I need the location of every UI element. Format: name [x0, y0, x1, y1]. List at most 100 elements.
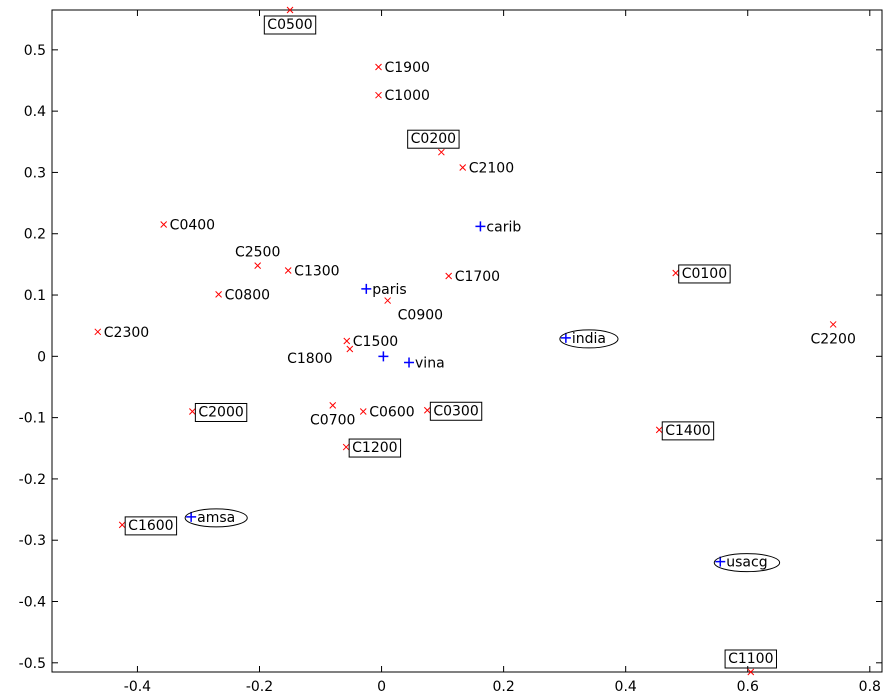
point-label: C0600 — [369, 404, 414, 420]
point-label-group: paris — [372, 282, 406, 298]
x-marker-point — [829, 321, 837, 328]
x-tick-label: 0.4 — [615, 679, 637, 695]
y-tick-label: -0.3 — [19, 533, 46, 549]
axes: -0.4 -0.2 0 0.2 0.4 0.6 0.8 -0.5 -0.4 -0.3 -0.2 -0.… — [19, 10, 882, 695]
point-label-group: C0200 — [407, 129, 460, 149]
y-tick-label: -0.1 — [19, 411, 46, 427]
x-marker-point — [375, 91, 382, 99]
point-label: C1600 — [128, 518, 173, 534]
y-tick-label: 0 — [37, 349, 46, 365]
point-label-group: C0500 — [263, 15, 317, 35]
point-label-group: C2000 — [194, 402, 248, 422]
point-label: C2500 — [235, 245, 280, 261]
x-marker-point — [384, 297, 392, 304]
point-label-group: C1600 — [124, 516, 178, 536]
point-label-group: C1100 — [724, 649, 777, 669]
x-marker-point — [94, 328, 102, 336]
y-tick-label: -0.5 — [19, 656, 46, 672]
label-box — [194, 402, 248, 422]
plus-marker-point — [715, 556, 726, 567]
point-label: C1500 — [353, 334, 398, 350]
label-ellipse — [184, 508, 248, 528]
y-tick-label: 0.3 — [24, 165, 46, 181]
x-marker-point — [747, 668, 755, 676]
point-label: C0800 — [225, 287, 270, 303]
data-marks — [94, 6, 837, 676]
label-box — [263, 15, 317, 35]
x-marker-point — [346, 345, 354, 353]
label-box — [429, 401, 483, 421]
point-label: india — [572, 331, 606, 347]
y-tick-label: 0.1 — [24, 288, 46, 304]
x-marker-point — [343, 337, 351, 345]
label-box — [678, 264, 731, 284]
point-label-group: C0800 — [225, 287, 270, 303]
x-marker-point — [359, 408, 367, 415]
x-marker-point — [215, 291, 222, 298]
point-label: C1700 — [455, 269, 500, 285]
plot-area — [51, 9, 883, 673]
x-marker-point — [254, 262, 262, 269]
point-label: paris — [372, 282, 406, 298]
x-tick-label: -0.2 — [246, 679, 273, 695]
point-label-group: C2500 — [235, 245, 280, 261]
x-marker-point — [438, 148, 445, 156]
point-label: C1200 — [352, 440, 397, 456]
point-label-group: C1200 — [348, 438, 402, 458]
x-marker-point — [329, 402, 337, 409]
label-box — [661, 421, 715, 441]
point-label: C1300 — [294, 264, 339, 280]
point-labels: C0500 C1900 C1000 C0200 C2100 C0400 C2500 C1300… — [104, 15, 856, 669]
point-label: C0200 — [411, 131, 456, 147]
plus-marker-point — [186, 511, 197, 522]
x-marker-point — [160, 221, 168, 228]
point-label-group: C1900 — [385, 60, 430, 76]
y-tick-label: -0.2 — [19, 472, 46, 488]
point-label: vina — [415, 355, 445, 371]
x-marker-point — [189, 408, 196, 415]
point-label-group: india — [559, 329, 619, 349]
x-tick-label: 0.8 — [859, 679, 881, 695]
x-tick-label: 0 — [377, 679, 386, 695]
plus-marker-point — [361, 283, 372, 294]
point-label: usacg — [726, 555, 767, 571]
point-label-group: C1500 — [353, 334, 398, 350]
point-label-group: C1700 — [455, 269, 500, 285]
y-tick-label: 0.5 — [24, 43, 46, 59]
x-marker-point — [655, 426, 663, 434]
point-label: C2200 — [810, 331, 855, 347]
plus-marker-point — [475, 221, 486, 232]
point-label: C1400 — [665, 423, 710, 439]
y-tick-label: 0.4 — [24, 104, 46, 120]
plus-marker-point — [378, 351, 389, 362]
x-marker-point — [459, 164, 467, 171]
point-label: C1100 — [728, 651, 773, 667]
point-label: C0700 — [310, 412, 355, 428]
plus-marker-point — [560, 332, 571, 343]
point-label-group: usacg — [713, 553, 781, 573]
label-box — [124, 516, 178, 536]
point-label-group: C0700 — [310, 412, 355, 428]
point-label-group: C2100 — [469, 161, 514, 177]
x-tick-label: 0.6 — [737, 679, 759, 695]
point-label-group: C2200 — [810, 331, 855, 347]
point-label-group: C0400 — [170, 218, 215, 234]
point-label-group: C2300 — [104, 325, 149, 341]
point-label-group: C0900 — [398, 308, 443, 324]
label-ellipse — [713, 553, 781, 573]
label-box — [724, 649, 777, 669]
y-tick-label: 0.2 — [24, 227, 46, 243]
point-label-group: C0600 — [369, 404, 414, 420]
x-marker-point — [672, 269, 680, 277]
point-label: C2100 — [469, 161, 514, 177]
point-label: carib — [486, 219, 521, 235]
x-marker-point — [445, 272, 453, 280]
point-label: C0400 — [170, 218, 215, 234]
point-label-group: C1800 — [287, 351, 332, 367]
x-tick-label: -0.4 — [124, 679, 151, 695]
point-label: C0900 — [398, 308, 443, 324]
x-marker-point — [342, 443, 350, 451]
point-label-group: C0100 — [678, 264, 731, 284]
point-label-group: C0300 — [429, 401, 483, 421]
point-label: C1900 — [385, 60, 430, 76]
